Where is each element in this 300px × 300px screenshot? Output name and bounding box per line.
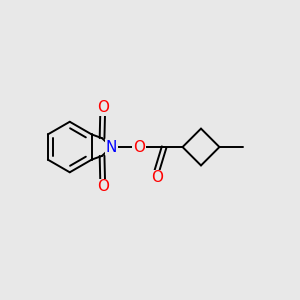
Text: O: O: [151, 170, 163, 185]
Text: N: N: [106, 140, 117, 154]
Text: O: O: [133, 140, 145, 154]
Text: O: O: [97, 100, 109, 115]
Text: O: O: [97, 179, 109, 194]
